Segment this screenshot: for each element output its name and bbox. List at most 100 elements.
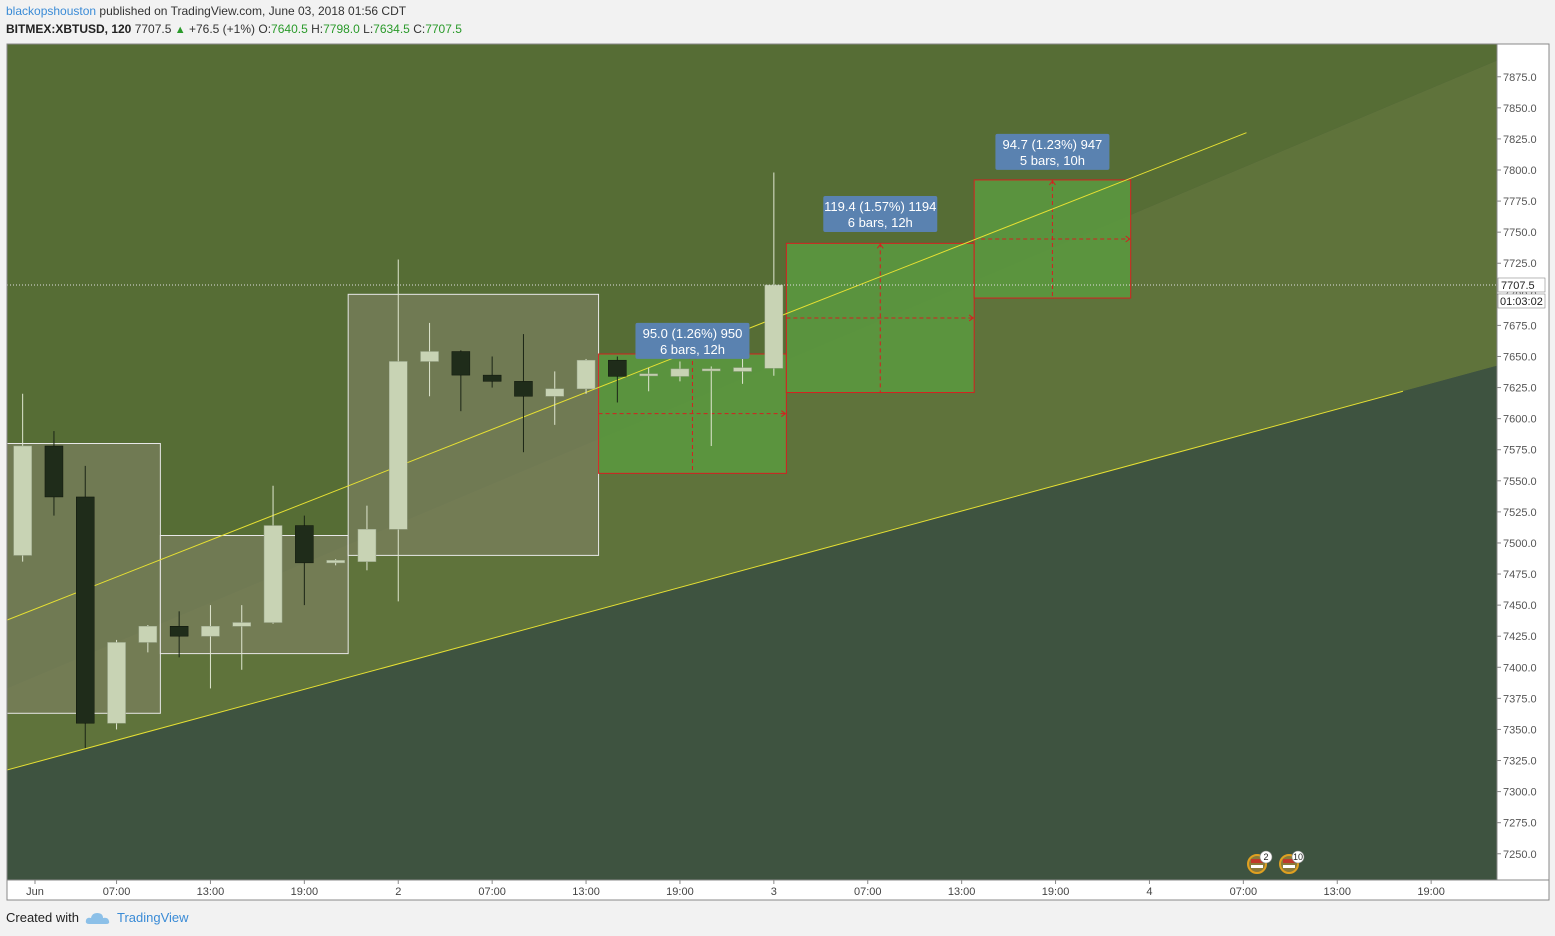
price-tick-label: 7450.0 xyxy=(1503,600,1537,612)
measure-label-box xyxy=(995,133,1110,170)
symbol-legend: BITMEX:XBTUSD, 120 7707.5 ▲ +76.5 (+1%) … xyxy=(6,22,462,36)
measure-arrow-right xyxy=(781,410,787,418)
time-tick-label: 07:00 xyxy=(1230,886,1258,898)
price-tick-label: 7675.0 xyxy=(1503,320,1537,332)
price-tick-label: 7600.0 xyxy=(1503,414,1537,426)
time-tick-label: 19:00 xyxy=(1417,886,1445,898)
candle-up xyxy=(420,351,439,362)
author-link[interactable]: blackopshouston xyxy=(6,4,97,18)
countdown-tag xyxy=(1497,293,1546,309)
high-label: H: xyxy=(311,22,324,36)
price-tick-label: 7850.0 xyxy=(1503,103,1537,115)
created-with-text: Created with xyxy=(6,910,79,925)
price-tick-label: 7525.0 xyxy=(1503,507,1537,519)
candle-up xyxy=(263,525,283,623)
us-flag-stripe xyxy=(1283,865,1295,868)
measure-label-line1: 94.7 (1.23%) 947 xyxy=(1003,137,1103,152)
trend-line xyxy=(7,132,1247,621)
price-tick-label: 7775.0 xyxy=(1503,196,1537,208)
price-tick-label: 7550.0 xyxy=(1503,476,1537,488)
time-axis-background xyxy=(7,880,1549,900)
range-box xyxy=(159,535,349,655)
badge-count: 2 xyxy=(1263,852,1268,862)
open-value: 7640.5 xyxy=(271,22,308,36)
time-tick-label: 19:00 xyxy=(1042,886,1070,898)
us-flag-stripe xyxy=(1251,865,1263,868)
price-tick-label: 7475.0 xyxy=(1503,569,1537,581)
time-tick-label: 07:00 xyxy=(103,886,131,898)
candle-up xyxy=(138,626,158,643)
price-tick-label: 7350.0 xyxy=(1503,724,1537,736)
candle-down xyxy=(451,351,471,376)
candle-up xyxy=(764,284,784,369)
chart-publish-info: blackopshouston published on TradingView… xyxy=(6,4,406,18)
price-tick-label: 7400.0 xyxy=(1503,662,1537,674)
price-tick-label: 7750.0 xyxy=(1503,227,1537,239)
price-tick-label: 7275.0 xyxy=(1503,818,1537,830)
channel-below-zone xyxy=(7,365,1497,880)
candle-up xyxy=(357,529,377,562)
us-flag-stripe xyxy=(1251,859,1263,863)
badge-count-bubble xyxy=(1291,850,1305,864)
price-tick-label: 7375.0 xyxy=(1503,693,1537,705)
candle-up xyxy=(389,361,408,530)
footer: Created with TradingView xyxy=(6,910,189,925)
price-tick-label: 7500.0 xyxy=(1503,538,1537,550)
last-price: 7707.5 xyxy=(134,22,172,36)
close-value: 7707.5 xyxy=(425,22,462,36)
symbol-name[interactable]: BITMEX:XBTUSD, 120 xyxy=(6,22,132,36)
time-tick-label: 19:00 xyxy=(666,886,694,898)
tradingview-brand[interactable]: TradingView xyxy=(116,910,189,925)
price-tick-label: 7625.0 xyxy=(1503,383,1537,395)
price-change: +76.5 (+1%) xyxy=(188,22,256,36)
time-tick-label: 13:00 xyxy=(1323,886,1351,898)
low-label: L: xyxy=(363,22,374,36)
candle-up xyxy=(576,359,596,390)
price-tick-label: 7575.0 xyxy=(1503,445,1537,457)
measure-label-line1: 95.0 (1.26%) 950 xyxy=(643,326,743,341)
price-tick-label: 7800.0 xyxy=(1503,165,1537,177)
measure-arrow-up xyxy=(1049,180,1056,186)
candle-down xyxy=(608,359,627,377)
candle-up xyxy=(670,368,690,377)
plot-area xyxy=(0,60,1497,880)
time-tick-label: Jun xyxy=(26,886,44,898)
chart-frame xyxy=(6,43,1550,901)
candle-up xyxy=(545,388,564,397)
last-price-tag-text: 7707.5 xyxy=(1501,280,1535,292)
event-badge: 2 xyxy=(1247,850,1273,874)
candle-up xyxy=(733,367,752,372)
low-value: 7634.5 xyxy=(373,22,410,36)
candle-down xyxy=(0,549,3,551)
price-tick-label: 7250.0 xyxy=(1503,849,1537,861)
trend-line xyxy=(7,390,1404,771)
measure-label-box xyxy=(635,322,750,359)
candle-up xyxy=(702,368,721,372)
time-tick-label: 4 xyxy=(1146,886,1152,898)
high-value: 7798.0 xyxy=(323,22,360,36)
measure-arrow-right xyxy=(1125,235,1131,243)
time-tick-label: 07:00 xyxy=(478,886,506,898)
time-tick-label: 3 xyxy=(771,886,777,898)
price-tick-label: 7425.0 xyxy=(1503,631,1537,643)
tradingview-cloud-icon xyxy=(85,912,110,924)
candle-up xyxy=(201,626,220,637)
measure-label-line2: 5 bars, 10h xyxy=(1020,153,1085,168)
price-tick-label: 7875.0 xyxy=(1503,72,1537,84)
time-tick-label: 13:00 xyxy=(572,886,600,898)
candle-down xyxy=(76,496,95,724)
candle-down xyxy=(169,626,189,637)
measure-arrow-up xyxy=(876,243,884,249)
measure-label-box xyxy=(823,196,938,233)
event-badge: 10 xyxy=(1279,850,1305,874)
last-price-tag xyxy=(1497,277,1546,293)
price-tick-label: 7825.0 xyxy=(1503,134,1537,146)
countdown-text: 01:03:02 xyxy=(1500,296,1543,308)
candle-down xyxy=(44,445,64,498)
measure-arrow-right xyxy=(968,314,975,322)
candle-down xyxy=(482,374,502,382)
time-tick-label: 19:00 xyxy=(291,886,319,898)
